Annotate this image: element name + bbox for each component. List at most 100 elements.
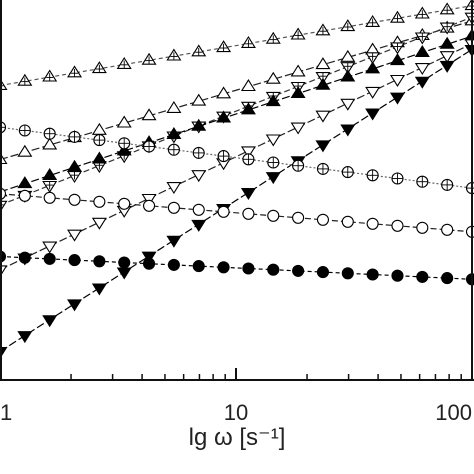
data-point (67, 299, 83, 312)
x-tick-label: 100 (435, 400, 472, 425)
data-point (389, 92, 405, 105)
data-point (43, 191, 56, 204)
data-point (93, 255, 106, 268)
x-axis-label: lg ω [s⁻¹] (189, 424, 286, 451)
data-point (265, 134, 281, 147)
data-point (191, 170, 207, 183)
data-point (217, 205, 230, 218)
data-point (267, 263, 280, 276)
data-point (340, 49, 356, 62)
series-line (0, 193, 473, 233)
data-point (290, 85, 306, 98)
data-point (18, 189, 31, 202)
data-point (143, 257, 156, 270)
data-point (341, 215, 354, 228)
data-point (439, 36, 455, 49)
data-point (192, 260, 205, 273)
data-point (42, 137, 58, 150)
data-point (240, 146, 256, 159)
data-point (292, 211, 305, 224)
series-layer (0, 0, 474, 360)
data-point (389, 53, 405, 66)
data-point (315, 110, 331, 123)
data-point (365, 108, 381, 121)
data-point (93, 195, 106, 208)
data-point (91, 217, 107, 230)
data-point (167, 201, 180, 214)
data-point (141, 251, 157, 264)
data-point (414, 76, 430, 89)
data-point (389, 74, 405, 87)
data-point (441, 272, 454, 285)
data-point (216, 86, 232, 99)
data-point (340, 98, 356, 111)
data-point (439, 60, 455, 73)
data-point (240, 102, 256, 115)
data-point (67, 229, 83, 242)
data-point (366, 217, 379, 230)
data-point (91, 151, 107, 164)
data-point (116, 267, 132, 280)
data-point (118, 197, 131, 210)
data-point (416, 221, 429, 234)
axis-layer (0, 0, 474, 381)
data-point (265, 94, 281, 107)
data-point (166, 100, 182, 113)
data-point (167, 258, 180, 271)
data-point (365, 86, 381, 99)
data-point (191, 118, 207, 131)
data-point (141, 108, 157, 121)
data-point (166, 235, 182, 248)
data-point (118, 256, 131, 269)
series-line (0, 43, 473, 271)
x-tick-label: 1 (0, 400, 12, 425)
data-point (316, 213, 329, 226)
data-point (441, 223, 454, 236)
data-point (315, 77, 331, 90)
data-point (68, 193, 81, 206)
data-point (191, 93, 207, 106)
data-point (267, 209, 280, 222)
data-point (216, 110, 232, 123)
data-point (42, 167, 58, 180)
data-point (414, 44, 430, 57)
data-point (17, 331, 33, 344)
data-point (265, 172, 281, 185)
tick-layer: 1 10 100 (0, 368, 473, 425)
data-point (68, 254, 81, 267)
data-point (217, 261, 230, 274)
data-point (292, 264, 305, 277)
data-point (341, 267, 354, 280)
data-point (91, 122, 107, 135)
data-point (17, 176, 33, 189)
data-point (316, 266, 329, 279)
series-filled-circle (0, 250, 474, 286)
data-point (17, 144, 33, 157)
data-point (340, 124, 356, 137)
series-filled-triangle-up (0, 28, 474, 197)
data-point (42, 315, 58, 328)
series-filled-triangle-down (0, 44, 474, 360)
data-point (116, 143, 132, 156)
data-point (91, 283, 107, 296)
x-tick-label: 10 (224, 400, 248, 425)
data-point (42, 241, 58, 254)
data-point (290, 64, 306, 77)
data-point (166, 126, 182, 139)
series-crossed-circle (0, 121, 474, 195)
data-point (315, 57, 331, 70)
data-point (365, 61, 381, 74)
data-point (290, 122, 306, 135)
data-point (439, 51, 455, 64)
data-point (240, 188, 256, 201)
data-point (315, 140, 331, 153)
data-point (192, 203, 205, 216)
data-point (116, 115, 132, 128)
data-point (143, 199, 156, 212)
data-point (391, 219, 404, 232)
data-point (18, 251, 31, 264)
data-point (240, 79, 256, 92)
data-point (43, 252, 56, 265)
data-point (191, 219, 207, 232)
